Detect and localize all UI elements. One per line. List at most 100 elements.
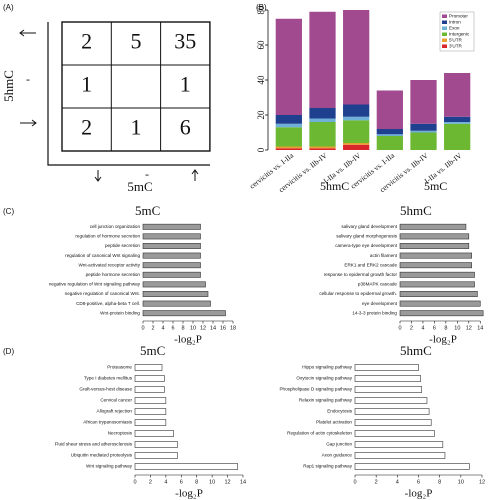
bar (142, 262, 201, 269)
bar (142, 271, 201, 278)
x-tick-label: 6 (171, 325, 174, 331)
x-tick-label: 6 (417, 479, 420, 485)
chart-title: 5hmC (400, 203, 432, 218)
y-tick-label: regulation of hormone secretion (75, 234, 140, 239)
bar (142, 300, 211, 307)
arrow-right-label (191, 169, 199, 181)
bar-segment (410, 123, 437, 131)
y-tick-label: Cervical cancer (100, 398, 132, 403)
panel-label: (D) (3, 347, 14, 356)
x-tick-label: 10 (209, 479, 215, 485)
y-tick-label: cell junction organization (90, 224, 141, 229)
bar-segment (444, 122, 471, 124)
bar-segment (309, 108, 336, 119)
bar (134, 386, 165, 393)
cell-value: 2 (81, 115, 92, 140)
legend-label: 5'UTR (449, 38, 463, 43)
cell-value: 5 (130, 29, 141, 54)
legend-label: Intergenic (449, 32, 470, 37)
y-tick-label: Wnt-protein binding (100, 310, 140, 315)
row-label: - (26, 72, 30, 86)
chart-title: 5hmC (400, 343, 432, 358)
bar (399, 223, 467, 230)
bar-segment (444, 123, 471, 150)
legend-label: 3'UTR (449, 44, 463, 49)
bar-segment (410, 132, 437, 150)
y-tick-label: African trypanosomiasis (83, 420, 132, 425)
chart-title: 5mC (135, 203, 160, 218)
x-tick-label: 4 (161, 325, 164, 331)
col-label: - (145, 167, 149, 181)
bar-segment (309, 146, 336, 149)
bar (142, 281, 206, 288)
x-tick-label: 2 (151, 325, 154, 331)
y-tick-label: 0 (256, 147, 266, 152)
y-tick-label: Wnt-activated receptor activity (78, 262, 140, 267)
y-tick-label: Necroptosis (108, 431, 133, 436)
y-tick-label: 60 (256, 40, 266, 50)
y-tick-label: peptide secretion (105, 243, 140, 248)
y-tick-label: Relaxin signaling pathway (299, 398, 353, 403)
bar (134, 364, 163, 371)
legend-swatch (442, 32, 447, 36)
x-tick-label: 0 (141, 325, 144, 331)
bar-segment (309, 122, 336, 147)
bar (399, 300, 481, 307)
bar-segment (309, 11, 336, 108)
x-tick-label: 6 (433, 325, 436, 331)
cell-value: 1 (81, 72, 92, 97)
bar-segment (343, 116, 370, 121)
bar (399, 233, 470, 240)
bar-segment (376, 134, 403, 136)
x-tick-label: 6 (180, 479, 183, 485)
x-tick-label: 4 (164, 479, 167, 485)
legend-swatch (442, 20, 447, 24)
bar-segment (275, 123, 302, 128)
y-tick-label: 14-3-3 protein binding (352, 310, 397, 315)
y-tick-label: Endocytosis (327, 409, 352, 414)
y-tick-label: actin filament (370, 253, 398, 258)
panel-label: (B) (256, 3, 267, 12)
y-tick-label: Allograft rejection (97, 409, 133, 414)
bar-segment (410, 130, 437, 133)
bar-segment (309, 148, 336, 150)
chart-title: 5mC (140, 343, 165, 358)
bar (354, 430, 435, 437)
bar (399, 310, 484, 317)
bar-segment (343, 120, 370, 143)
bar-segment (410, 80, 437, 124)
legend-label: Exon (449, 26, 460, 31)
group-label: 5mC (424, 179, 447, 193)
y-tick-label: Axon guidance (322, 453, 353, 458)
x-tick-label: 10 (454, 325, 460, 331)
cell-value: 35 (174, 29, 196, 54)
bar-segment (343, 143, 370, 145)
x-axis-label: -log₂P (405, 488, 433, 500)
bar-segment (275, 127, 302, 147)
bar (399, 262, 472, 269)
bar-segment (343, 144, 370, 150)
bar-segment (343, 104, 370, 117)
x-tick-label: 14 (240, 479, 246, 485)
y-tick-label: ERK1 and ERK2 cascade (344, 262, 397, 267)
axis-frame (47, 22, 210, 166)
y-tick-label: Platelet activation (316, 420, 352, 425)
bar-segment (444, 73, 471, 117)
arrow-up-label (19, 29, 36, 37)
y-tick-label: cellular response to epidermal growth. (319, 291, 397, 296)
cell-value: 2 (81, 29, 92, 54)
bar (134, 463, 238, 470)
x-tick-label: 14 (210, 325, 216, 331)
x-tick-label: 16 (220, 325, 226, 331)
y-tick-label: Ubiquitin mediated proteolysis (71, 453, 133, 458)
bar (354, 419, 432, 426)
bar (142, 291, 209, 297)
x-tick-label: 2 (410, 325, 413, 331)
x-tick-label: 18 (230, 325, 236, 331)
legend-swatch (442, 14, 447, 18)
y-tick-label: p38MAPK cascade (358, 282, 398, 287)
x-tick-label: 2 (375, 479, 378, 485)
y-tick-label: Wnt signaling pathway (86, 464, 133, 469)
y-tick-label: salivary gland morphogenesis (336, 234, 397, 239)
bar-segment (376, 136, 403, 150)
